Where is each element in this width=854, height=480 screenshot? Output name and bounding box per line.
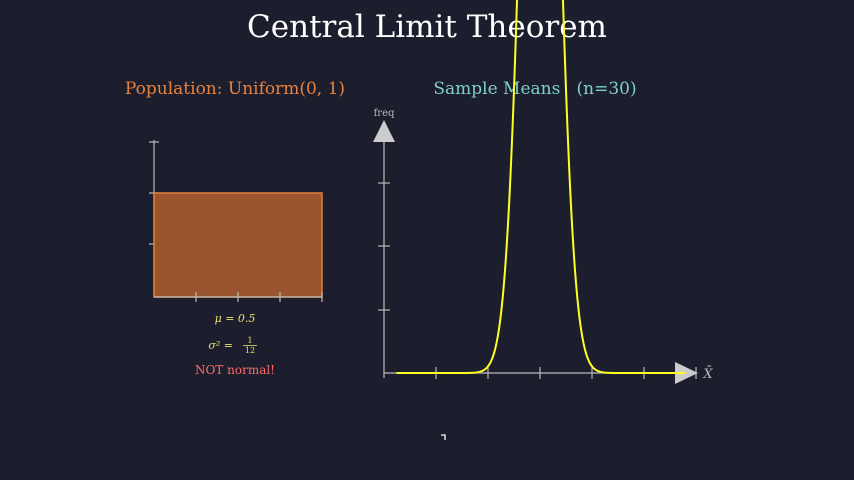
uniform-density-bar	[153, 192, 323, 298]
not-normal-note: NOT normal!	[195, 363, 275, 377]
x-axis-arrow	[675, 362, 698, 384]
population-heading: Population: Uniform(0, 1)	[125, 79, 345, 99]
mean-label: μ = 0.5	[215, 312, 256, 325]
cursor-icon	[441, 434, 446, 440]
page-title: Central Limit Theorem	[247, 9, 607, 45]
uniform-plot	[149, 140, 323, 302]
variance-denominator: 12	[245, 346, 255, 355]
y-axis-label: freq	[374, 108, 395, 119]
variance-numerator: 1	[247, 336, 252, 345]
variance-prefix: σ² =	[208, 339, 233, 352]
variance-label: σ² = 1 12	[208, 336, 257, 355]
sampling-distribution-curve	[396, 0, 686, 374]
sample-means-heading: Sample Means (n=30)	[433, 79, 636, 99]
sample-means-plot: freq X̄	[373, 0, 713, 384]
y-axis-arrow	[373, 120, 395, 142]
x-axis-label: X̄	[702, 366, 713, 382]
